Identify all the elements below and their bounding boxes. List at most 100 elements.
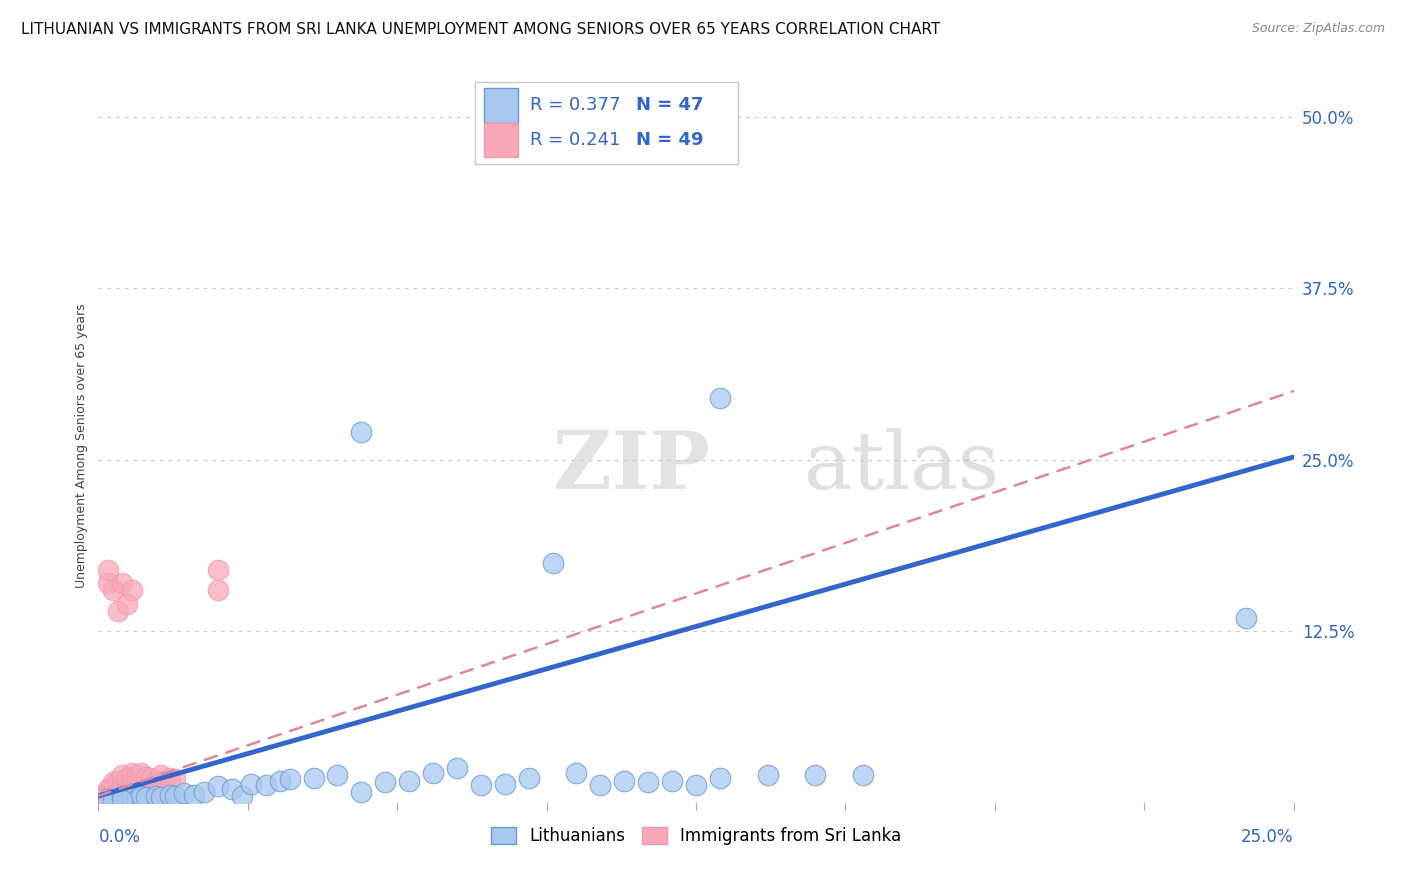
Immigrants from Sri Lanka — [159, 771, 181, 785]
Lithuanians — [269, 773, 291, 788]
Lithuanians — [111, 793, 134, 807]
Immigrants from Sri Lanka — [111, 576, 134, 591]
Lithuanians — [231, 789, 253, 803]
Immigrants from Sri Lanka — [97, 562, 120, 576]
Immigrants from Sri Lanka — [97, 788, 120, 802]
Immigrants from Sri Lanka — [149, 768, 172, 782]
Immigrants from Sri Lanka — [131, 773, 153, 788]
Lithuanians — [709, 391, 731, 405]
Lithuanians — [398, 773, 420, 788]
Text: N = 47: N = 47 — [637, 96, 704, 114]
Lithuanians — [350, 785, 373, 799]
Lithuanians — [240, 776, 263, 790]
Lithuanians — [685, 778, 707, 792]
Immigrants from Sri Lanka — [121, 772, 143, 787]
Immigrants from Sri Lanka — [107, 778, 129, 792]
Immigrants from Sri Lanka — [107, 773, 129, 788]
Text: R = 0.377: R = 0.377 — [530, 96, 620, 114]
Lithuanians — [159, 788, 181, 802]
Immigrants from Sri Lanka — [115, 775, 138, 789]
Text: LITHUANIAN VS IMMIGRANTS FROM SRI LANKA UNEMPLOYMENT AMONG SENIORS OVER 65 YEARS: LITHUANIAN VS IMMIGRANTS FROM SRI LANKA … — [21, 22, 941, 37]
Lithuanians — [121, 790, 143, 805]
Lithuanians — [541, 556, 564, 570]
Lithuanians — [470, 778, 492, 792]
Immigrants from Sri Lanka — [97, 785, 120, 799]
Lithuanians — [589, 778, 612, 792]
Immigrants from Sri Lanka — [111, 785, 134, 799]
Immigrants from Sri Lanka — [125, 789, 148, 803]
Text: R = 0.241: R = 0.241 — [530, 131, 620, 149]
Immigrants from Sri Lanka — [107, 788, 129, 802]
Text: 25.0%: 25.0% — [1241, 828, 1294, 846]
Lithuanians — [709, 771, 731, 785]
Immigrants from Sri Lanka — [87, 791, 110, 805]
Lithuanians — [661, 773, 683, 788]
Immigrants from Sri Lanka — [115, 782, 138, 797]
Lithuanians — [207, 780, 229, 794]
Immigrants from Sri Lanka — [207, 562, 229, 576]
Lithuanians — [517, 771, 540, 785]
Lithuanians — [145, 789, 167, 803]
Lithuanians — [173, 786, 195, 800]
Lithuanians — [494, 776, 516, 790]
Immigrants from Sri Lanka — [111, 773, 134, 788]
Immigrants from Sri Lanka — [97, 576, 120, 591]
Immigrants from Sri Lanka — [131, 765, 153, 780]
Immigrants from Sri Lanka — [111, 780, 134, 794]
Text: 0.0%: 0.0% — [98, 828, 141, 846]
Lithuanians — [254, 778, 277, 792]
Lithuanians — [125, 791, 148, 805]
Immigrants from Sri Lanka — [101, 775, 124, 789]
FancyBboxPatch shape — [475, 82, 738, 164]
Lithuanians — [613, 773, 636, 788]
Immigrants from Sri Lanka — [135, 776, 157, 790]
Immigrants from Sri Lanka — [107, 604, 129, 618]
Immigrants from Sri Lanka — [91, 791, 114, 805]
Lithuanians — [149, 790, 172, 805]
Lithuanians — [852, 768, 875, 782]
Lithuanians — [350, 425, 373, 440]
Lithuanians — [422, 765, 444, 780]
Immigrants from Sri Lanka — [101, 783, 124, 797]
Immigrants from Sri Lanka — [101, 780, 124, 794]
Lithuanians — [756, 768, 779, 782]
Lithuanians — [565, 765, 588, 780]
Immigrants from Sri Lanka — [121, 583, 143, 598]
Text: atlas: atlas — [804, 428, 998, 507]
Immigrants from Sri Lanka — [101, 786, 124, 800]
Immigrants from Sri Lanka — [87, 789, 110, 803]
Immigrants from Sri Lanka — [125, 768, 148, 782]
Y-axis label: Unemployment Among Seniors over 65 years: Unemployment Among Seniors over 65 years — [75, 303, 89, 589]
Lithuanians — [115, 791, 138, 805]
Legend: Lithuanians, Immigrants from Sri Lanka: Lithuanians, Immigrants from Sri Lanka — [484, 820, 908, 852]
Immigrants from Sri Lanka — [111, 768, 134, 782]
Text: ZIP: ZIP — [553, 428, 710, 507]
Lithuanians — [163, 789, 186, 803]
Immigrants from Sri Lanka — [145, 786, 167, 800]
Lithuanians — [131, 789, 153, 803]
Lithuanians — [302, 771, 325, 785]
Text: Source: ZipAtlas.com: Source: ZipAtlas.com — [1251, 22, 1385, 36]
Text: N = 49: N = 49 — [637, 131, 704, 149]
Immigrants from Sri Lanka — [125, 775, 148, 789]
Immigrants from Sri Lanka — [115, 597, 138, 611]
Lithuanians — [183, 788, 205, 802]
Lithuanians — [326, 768, 349, 782]
Immigrants from Sri Lanka — [101, 583, 124, 598]
Lithuanians — [97, 791, 120, 805]
Immigrants from Sri Lanka — [155, 773, 177, 788]
Immigrants from Sri Lanka — [107, 783, 129, 797]
Immigrants from Sri Lanka — [207, 583, 229, 598]
Lithuanians — [221, 782, 243, 797]
Lithuanians — [374, 775, 396, 789]
Immigrants from Sri Lanka — [91, 789, 114, 803]
Immigrants from Sri Lanka — [121, 780, 143, 794]
Lithuanians — [1234, 610, 1257, 624]
Immigrants from Sri Lanka — [145, 773, 167, 788]
Immigrants from Sri Lanka — [163, 772, 186, 787]
Bar — [485, 123, 517, 157]
Immigrants from Sri Lanka — [115, 771, 138, 785]
Lithuanians — [193, 785, 215, 799]
Lithuanians — [278, 772, 301, 787]
Lithuanians — [101, 793, 124, 807]
